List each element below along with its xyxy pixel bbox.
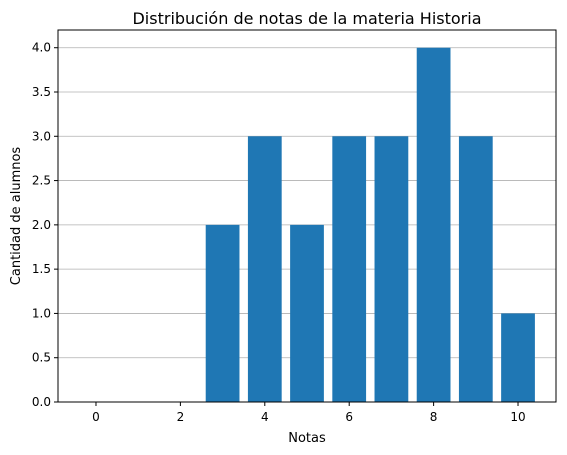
bars [205,47,535,403]
bar [458,136,493,403]
x-tick-label: 6 [345,410,353,424]
plot-frame [57,29,557,403]
x-tick-label: 4 [261,410,269,424]
y-tick-label: 2.5 [32,174,51,188]
y-tick-label: 0.0 [32,395,51,409]
y-tick-label: 3.0 [32,129,51,143]
x-axis-label: Notas [288,431,326,446]
bar [416,47,451,402]
y-axis-label: Cantidad de alumnos [9,147,24,286]
bar [247,136,282,403]
x-tick-label: 10 [510,410,525,424]
chart-title: Distribución de notas de la materia Hist… [132,9,481,28]
x-tick-label: 0 [92,410,100,424]
x-tick-label: 2 [177,410,185,424]
y-tick-label: 4.0 [32,41,51,55]
bar [374,136,409,403]
y-tick-label: 2.0 [32,218,51,232]
bar [205,224,240,402]
y-tick-label: 0.5 [32,351,51,365]
y-tick-label: 1.0 [32,306,51,320]
x-axis-ticks: 0 2 4 6 8 10 [92,402,526,424]
y-tick-label: 1.5 [32,262,51,276]
bar [332,136,367,403]
x-tick-label: 8 [430,410,438,424]
bar [501,313,535,402]
y-tick-label: 3.5 [32,85,51,99]
y-axis-ticks: 0.0 0.5 1.0 1.5 2.0 2.5 3.0 3.5 4.0 [32,41,58,409]
bar [290,224,324,402]
